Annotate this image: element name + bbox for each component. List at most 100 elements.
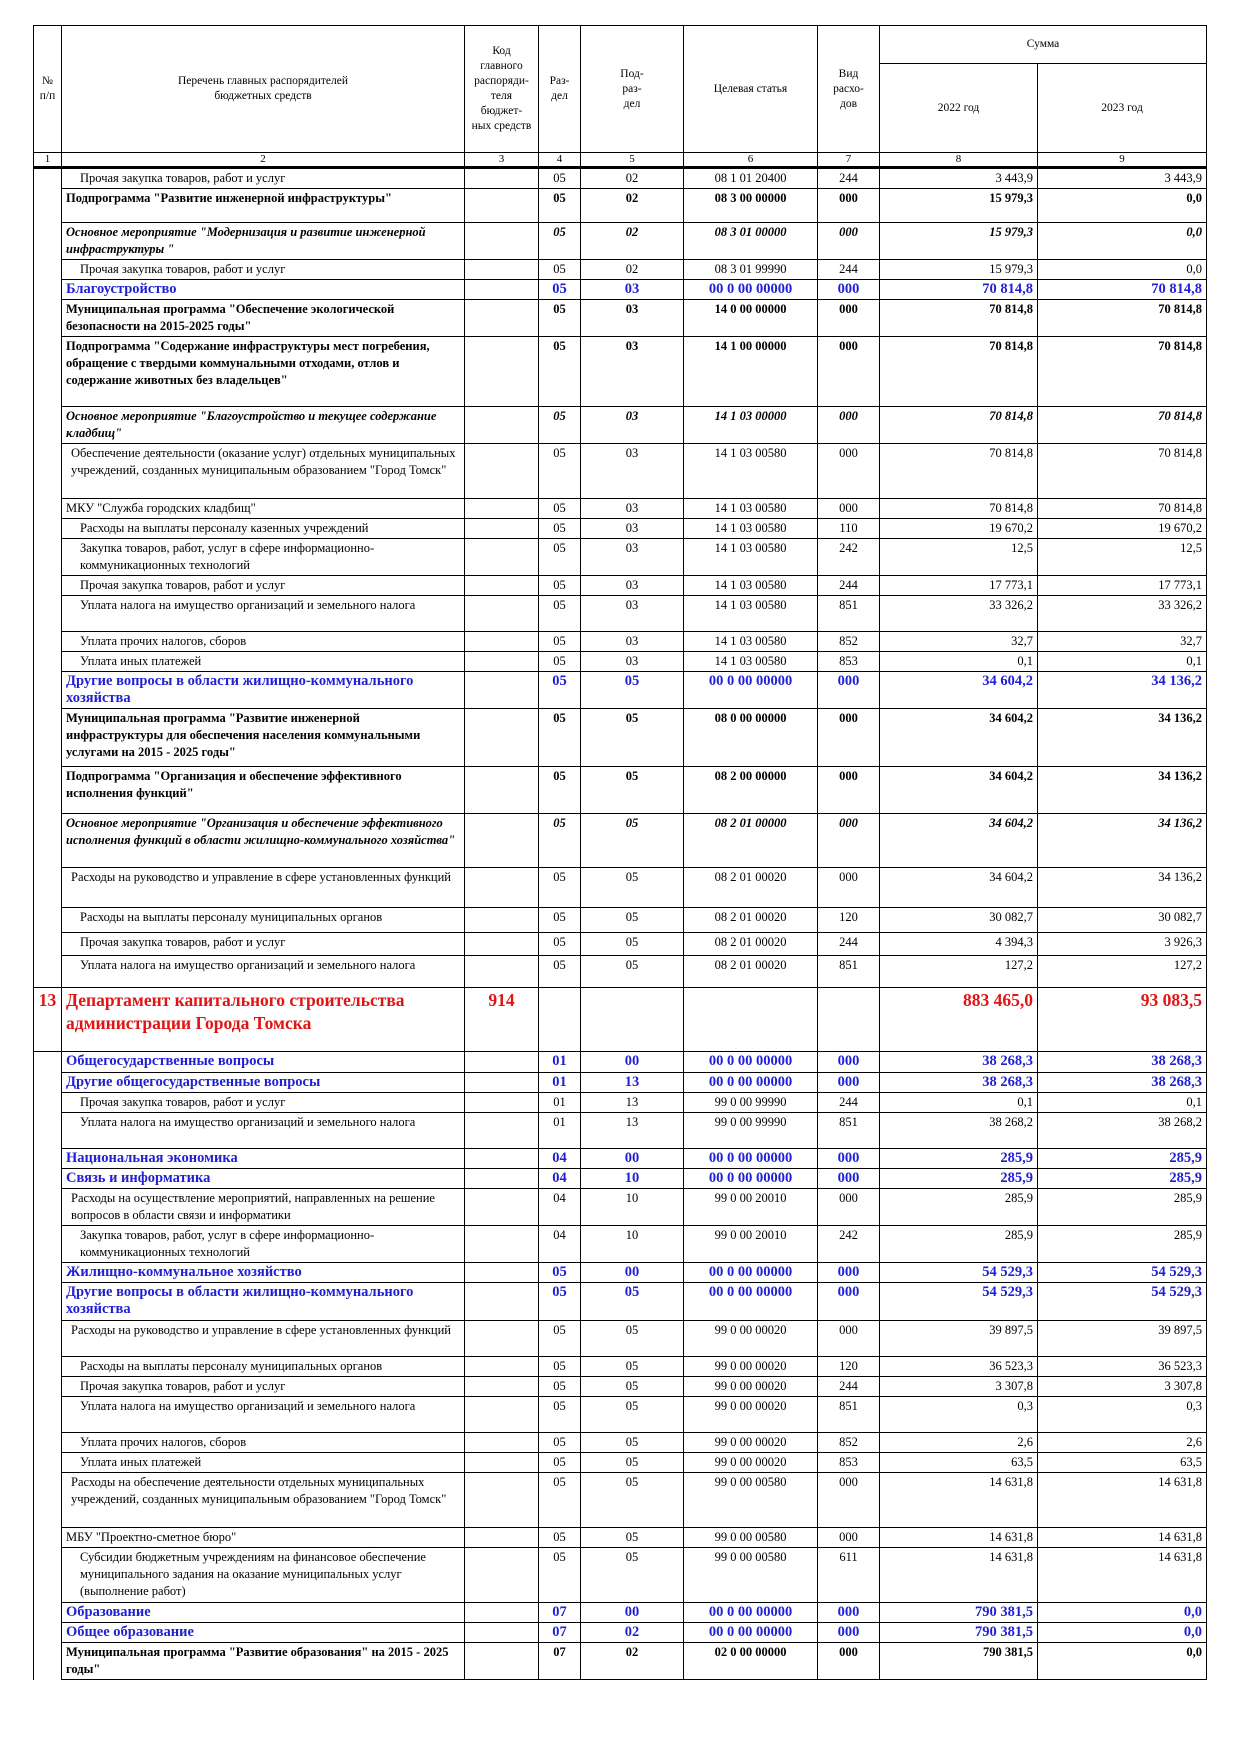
cell-podrazdel: 05 bbox=[580, 708, 684, 767]
cell-vid: 851 bbox=[817, 955, 880, 988]
cell-sum-2022: 38 268,3 bbox=[879, 1051, 1038, 1073]
cell-code bbox=[464, 1225, 539, 1263]
colnum: 4 bbox=[538, 152, 581, 169]
table-row: Уплата прочих налогов, сборов 05 03 14 1 03… bbox=[33, 631, 1208, 652]
cell-number bbox=[33, 671, 62, 709]
cell-number bbox=[33, 1168, 62, 1189]
cell-sum-2022: 34 604,2 bbox=[879, 766, 1038, 814]
cell-name: Другие вопросы в области жилищно-коммуна… bbox=[61, 671, 465, 709]
cell-vid: 000 bbox=[817, 1262, 880, 1283]
cell-podrazdel: 05 bbox=[580, 1320, 684, 1357]
cell-razdel: 04 bbox=[538, 1225, 581, 1263]
cell-sum-2022: 14 631,8 bbox=[879, 1547, 1038, 1603]
table-row: Уплата налога на имущество организаций и… bbox=[33, 595, 1208, 632]
cell-number bbox=[33, 406, 62, 444]
colnum: 9 bbox=[1036, 152, 1208, 169]
cell-number bbox=[33, 955, 62, 988]
cell-sum-2023: 12,5 bbox=[1036, 538, 1208, 576]
cell-number bbox=[33, 708, 62, 767]
cell-target: 08 2 01 00020 bbox=[683, 932, 818, 956]
cell-podrazdel: 05 bbox=[580, 1396, 684, 1433]
cell-razdel: 05 bbox=[538, 955, 581, 988]
cell-target: 08 2 01 00020 bbox=[683, 955, 818, 988]
cell-target: 14 1 03 00580 bbox=[683, 538, 818, 576]
cell-sum-2023: 54 529,3 bbox=[1036, 1282, 1208, 1321]
cell-sum-2022: 70 814,8 bbox=[879, 443, 1038, 499]
cell-code bbox=[464, 1527, 539, 1548]
cell-sum-2023: 0,0 bbox=[1036, 188, 1208, 223]
cell-razdel: 05 bbox=[538, 813, 581, 868]
cell-podrazdel: 03 bbox=[580, 651, 684, 672]
cell-name: Расходы на руководство и управление в сф… bbox=[61, 1320, 465, 1357]
cell-number bbox=[33, 651, 62, 672]
cell-name: МКУ "Служба городских кладбищ" bbox=[61, 498, 465, 519]
cell-sum-2023: 2,6 bbox=[1036, 1432, 1208, 1453]
cell-target: 00 0 00 00000 bbox=[683, 1622, 818, 1643]
cell-sum-2023: 17 773,1 bbox=[1036, 575, 1208, 596]
cell-code bbox=[464, 1547, 539, 1603]
cell-number bbox=[33, 1396, 62, 1433]
cell-code bbox=[464, 538, 539, 576]
cell-sum-2023: 93 083,5 bbox=[1036, 987, 1208, 1052]
cell-podrazdel: 02 bbox=[580, 1642, 684, 1680]
cell-razdel: 01 bbox=[538, 1092, 581, 1113]
table-row: Основное мероприятие "Благоустройство и … bbox=[33, 406, 1208, 444]
table-row: Расходы на руководство и управление в сф… bbox=[33, 1320, 1208, 1357]
cell-podrazdel: 05 bbox=[580, 867, 684, 908]
cell-name: Общее образование bbox=[61, 1622, 465, 1643]
cell-vid: 120 bbox=[817, 1356, 880, 1377]
cell-razdel: 05 bbox=[538, 538, 581, 576]
cell-podrazdel: 03 bbox=[580, 595, 684, 632]
cell-razdel: 05 bbox=[538, 498, 581, 519]
table-row: Прочая закупка товаров, работ и услуг 05 0… bbox=[33, 932, 1208, 956]
cell-sum-2023: 0,0 bbox=[1036, 1642, 1208, 1680]
cell-number bbox=[33, 1642, 62, 1680]
cell-target: 08 0 00 00000 bbox=[683, 708, 818, 767]
cell-target: 99 0 00 00020 bbox=[683, 1396, 818, 1433]
cell-podrazdel: 00 bbox=[580, 1051, 684, 1073]
cell-sum-2023: 285,9 bbox=[1036, 1188, 1208, 1226]
cell-sum-2023: 285,9 bbox=[1036, 1168, 1208, 1189]
cell-vid: 853 bbox=[817, 651, 880, 672]
table-row: Уплата иных платежей 05 05 99 0 00 00020 853… bbox=[33, 1452, 1208, 1473]
table-row: МКУ "Служба городских кладбищ" 05 03 14 1 0… bbox=[33, 498, 1208, 519]
cell-code bbox=[464, 1396, 539, 1433]
cell-code bbox=[464, 279, 539, 300]
cell-sum-2022: 883 465,0 bbox=[879, 987, 1038, 1052]
table-row: Другие общегосударственные вопросы 01 13 00… bbox=[33, 1072, 1208, 1093]
table-row: Основное мероприятие "Организация и обес… bbox=[33, 813, 1208, 868]
cell-name: Уплата иных платежей bbox=[61, 651, 465, 672]
cell-number bbox=[33, 1527, 62, 1548]
cell-target: 99 0 00 00580 bbox=[683, 1527, 818, 1548]
cell-sum-2022: 32,7 bbox=[879, 631, 1038, 652]
cell-target: 14 1 03 00580 bbox=[683, 595, 818, 632]
cell-name: Основное мероприятие "Благоустройство и … bbox=[61, 406, 465, 444]
cell-code bbox=[464, 907, 539, 933]
cell-razdel: 04 bbox=[538, 1168, 581, 1189]
cell-sum-2023: 33 326,2 bbox=[1036, 595, 1208, 632]
cell-code bbox=[464, 518, 539, 539]
table-row: Прочая закупка товаров, работ и услуг 05 0… bbox=[33, 1376, 1208, 1397]
table-row: Расходы на осуществление мероприятий, на… bbox=[33, 1188, 1208, 1226]
cell-podrazdel: 05 bbox=[580, 1282, 684, 1321]
cell-podrazdel: 05 bbox=[580, 1547, 684, 1603]
cell-code bbox=[464, 1452, 539, 1473]
cell-number bbox=[33, 1547, 62, 1603]
cell-number bbox=[33, 222, 62, 260]
header-num: № п/п bbox=[33, 25, 62, 153]
cell-code bbox=[464, 1320, 539, 1357]
cell-target: 00 0 00 00000 bbox=[683, 1148, 818, 1169]
cell-vid bbox=[817, 987, 880, 1052]
cell-sum-2023: 32,7 bbox=[1036, 631, 1208, 652]
cell-sum-2022: 30 082,7 bbox=[879, 907, 1038, 933]
cell-name: Образование bbox=[61, 1602, 465, 1623]
cell-name: Расходы на выплаты персоналу казенных уч… bbox=[61, 518, 465, 539]
cell-sum-2023: 63,5 bbox=[1036, 1452, 1208, 1473]
cell-name: Расходы на руководство и управление в сф… bbox=[61, 867, 465, 908]
cell-razdel: 05 bbox=[538, 631, 581, 652]
cell-code: 914 bbox=[464, 987, 539, 1052]
cell-number bbox=[33, 867, 62, 908]
cell-code bbox=[464, 1356, 539, 1377]
cell-razdel: 05 bbox=[538, 651, 581, 672]
cell-razdel bbox=[538, 987, 581, 1052]
